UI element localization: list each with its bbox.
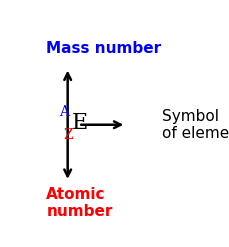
- Text: A: A: [59, 105, 69, 119]
- Text: Atomic
number: Atomic number: [46, 186, 113, 219]
- Text: Mass number: Mass number: [46, 41, 161, 56]
- Text: Symbol
of element: Symbol of element: [162, 108, 229, 141]
- Text: Z: Z: [64, 128, 73, 142]
- Text: E: E: [72, 112, 88, 134]
